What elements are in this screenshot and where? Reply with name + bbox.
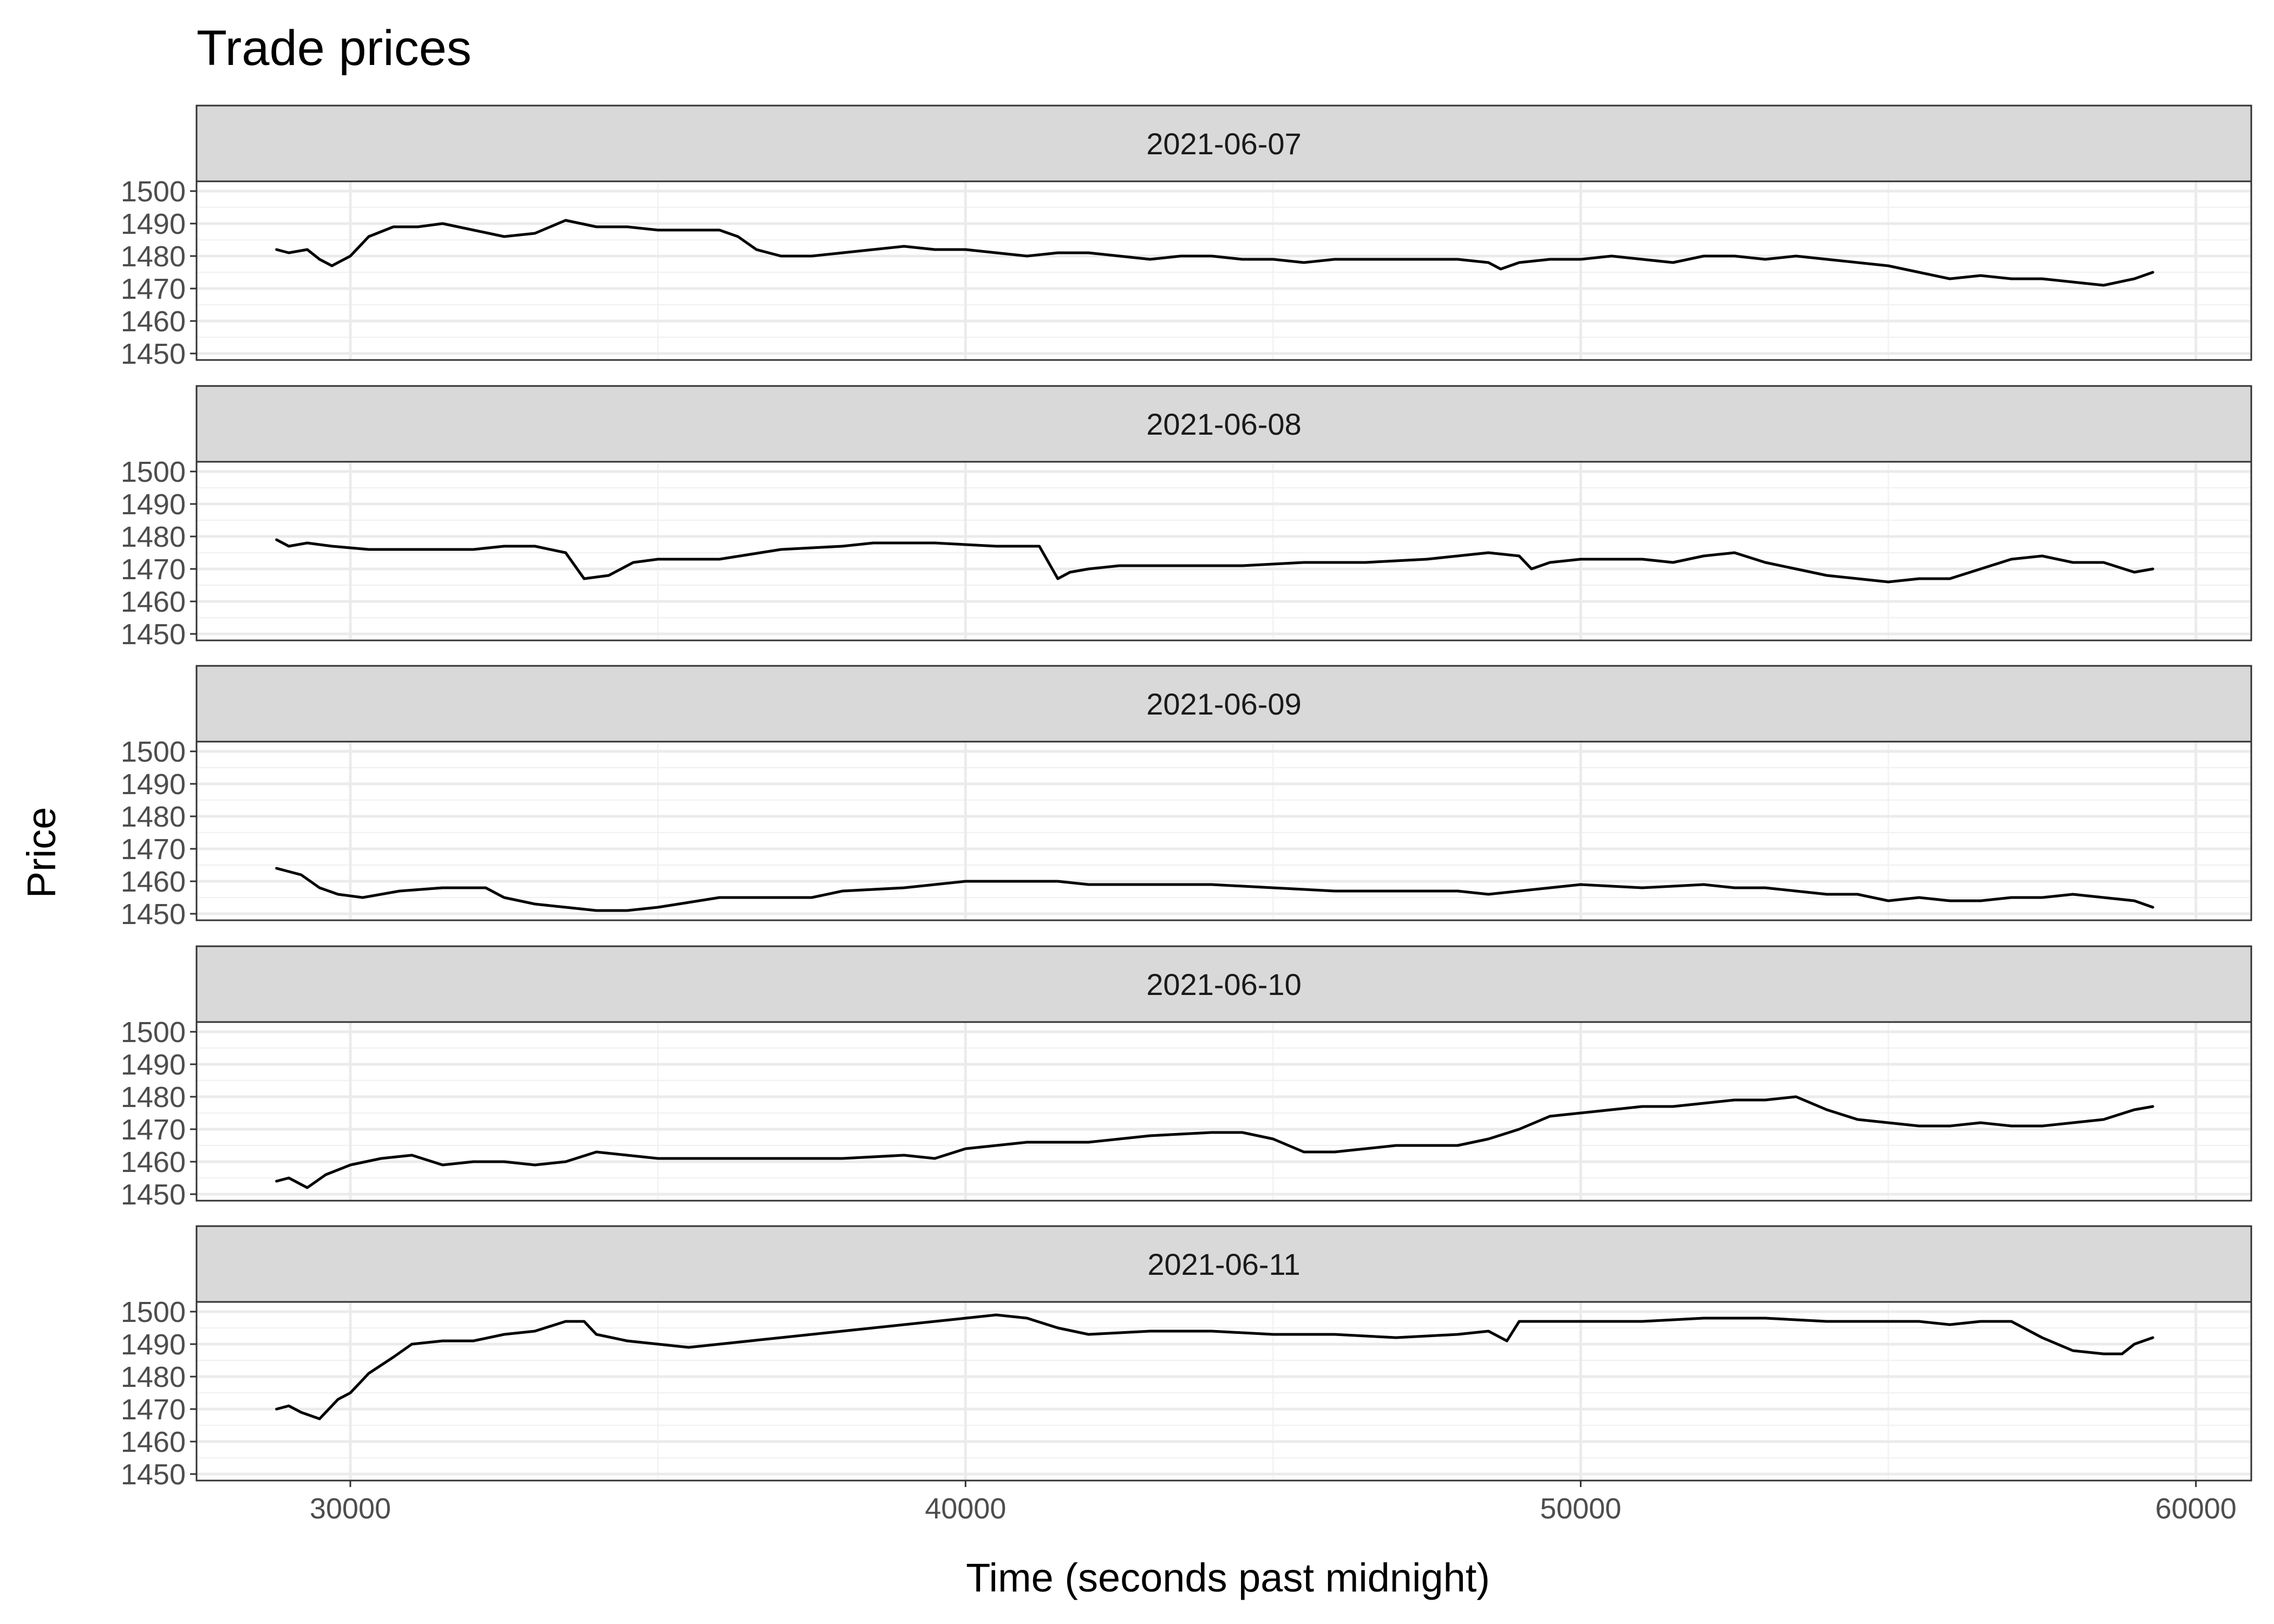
y-tick-label: 1480	[121, 1361, 186, 1393]
y-tick-label: 1490	[121, 1049, 186, 1081]
y-tick-label: 1470	[121, 273, 186, 305]
y-tick-label: 1450	[121, 338, 186, 370]
panel-background	[197, 742, 2251, 920]
facet-strip-label: 2021-06-11	[1147, 1247, 1300, 1281]
y-tick-label: 1490	[121, 768, 186, 801]
x-tick-label: 50000	[1540, 1492, 1621, 1525]
panel-background	[197, 462, 2251, 640]
panel-border	[195, 1021, 2252, 1202]
facet-strip	[195, 665, 2252, 743]
y-axis-title: Price	[19, 807, 64, 899]
y-tick-label: 1470	[121, 833, 186, 866]
price-series-line	[275, 1095, 2154, 1189]
facet-strip-label: 2021-06-08	[1146, 407, 1301, 441]
facet-strip	[195, 104, 2252, 182]
y-tick-label: 1490	[121, 1328, 186, 1361]
panel-border	[195, 741, 2252, 921]
panel-border	[195, 180, 2252, 361]
x-tick-label: 40000	[925, 1492, 1006, 1525]
y-tick-label: 1470	[121, 553, 186, 586]
facet-strip-label: 2021-06-10	[1146, 967, 1301, 1001]
y-tick-label: 1460	[121, 1426, 186, 1458]
y-tick-label: 1460	[121, 305, 186, 338]
y-tick-label: 1480	[121, 240, 186, 273]
price-series-line	[275, 1313, 2154, 1420]
x-tick-label: 60000	[2155, 1492, 2237, 1525]
x-axis-title: Time (seconds past midnight)	[966, 1555, 1490, 1600]
y-tick-label: 1500	[121, 456, 186, 488]
y-tick-label: 1490	[121, 488, 186, 521]
price-series-line	[275, 538, 2154, 584]
facet-panels: 2021-06-071450146014701480149015002021-0…	[121, 104, 2252, 1491]
panel-background	[197, 181, 2251, 360]
price-series-line	[275, 219, 2154, 287]
y-tick-label: 1500	[121, 175, 186, 208]
y-tick-label: 1470	[121, 1393, 186, 1426]
y-tick-label: 1470	[121, 1114, 186, 1146]
y-tick-label: 1460	[121, 1146, 186, 1178]
y-tick-label: 1460	[121, 586, 186, 618]
y-tick-label: 1450	[121, 1458, 186, 1491]
y-tick-label: 1480	[121, 801, 186, 833]
y-tick-label: 1480	[121, 521, 186, 553]
price-series-line	[275, 867, 2154, 912]
panel-border	[195, 1301, 2252, 1482]
y-tick-label: 1450	[121, 1178, 186, 1211]
chart-title: Trade prices	[197, 21, 472, 76]
facet-strip	[195, 945, 2252, 1023]
facet-strip-label: 2021-06-07	[1146, 127, 1301, 161]
y-tick-label: 1490	[121, 208, 186, 240]
y-tick-label: 1450	[121, 618, 186, 651]
y-tick-label: 1450	[121, 898, 186, 931]
x-tick-label: 30000	[310, 1492, 391, 1525]
facet-strip	[195, 385, 2252, 463]
x-axis: 30000 40000 50000 60000	[310, 1481, 2237, 1525]
y-tick-label: 1500	[121, 1016, 186, 1049]
y-tick-label: 1480	[121, 1081, 186, 1114]
facet-strip-label: 2021-06-09	[1146, 687, 1301, 721]
panel-background	[197, 1022, 2251, 1201]
facet-strip	[195, 1225, 2252, 1303]
y-tick-label: 1500	[121, 1296, 186, 1328]
panel-background	[197, 1302, 2251, 1481]
y-tick-label: 1500	[121, 736, 186, 768]
y-tick-label: 1460	[121, 866, 186, 898]
panel-border	[195, 461, 2252, 641]
